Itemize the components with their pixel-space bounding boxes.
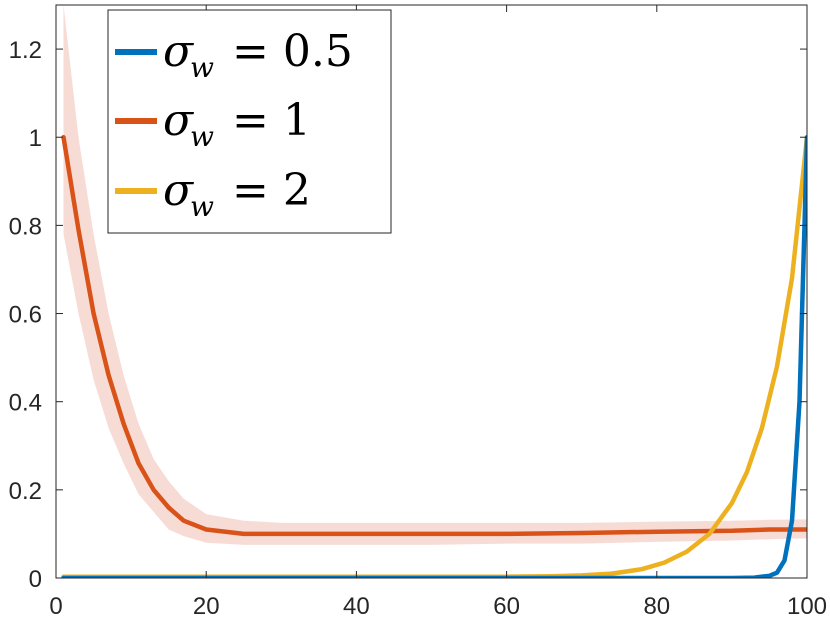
confidence-bands — [63, 5, 807, 545]
series-line-1 — [61, 134, 807, 537]
legend: σ w = 0.5 σ w = 1 σ w = 2 — [107, 9, 392, 234]
legend-value-1: = 1 — [232, 95, 311, 146]
x-tick-label-5: 100 — [787, 593, 827, 620]
y-tick-label-6: 1.2 — [9, 37, 42, 64]
y-tick-label-2: 0.4 — [9, 390, 42, 417]
y-tick-label-1: 0.2 — [9, 478, 42, 505]
legend-item-2: σ w = 2 — [115, 165, 311, 223]
legend-item-0: σ w = 0.5 — [115, 26, 353, 84]
y-tick-label-4: 0.8 — [9, 213, 42, 240]
legend-subscript-0: w — [190, 51, 214, 84]
legend-sigma-0: σ — [163, 26, 195, 77]
x-tick-label-0: 0 — [49, 593, 62, 620]
legend-item-1: σ w = 1 — [115, 95, 311, 153]
legend-subscript-1: w — [190, 120, 214, 153]
x-tick-label-3: 60 — [493, 593, 520, 620]
x-tick-label-2: 40 — [343, 593, 370, 620]
x-tick-label-1: 20 — [193, 593, 220, 620]
y-tick-label-3: 0.6 — [9, 302, 42, 329]
legend-value-0: = 0.5 — [232, 26, 353, 77]
axes-box — [55, 4, 808, 579]
legend-subscript-2: w — [190, 190, 214, 223]
legend-sigma-2: σ — [163, 165, 195, 216]
legend-sigma-1: σ — [163, 95, 195, 146]
y-tick-label-0: 0 — [29, 566, 42, 593]
axis-ticks: 0 20 40 60 80 100 0 0.2 0.4 0.6 0.8 1 1.2 — [9, 5, 827, 620]
legend-value-2: = 2 — [232, 165, 311, 216]
confidence-band-1 — [63, 5, 807, 545]
x-tick-label-4: 80 — [643, 593, 670, 620]
y-tick-label-5: 1 — [29, 125, 42, 152]
